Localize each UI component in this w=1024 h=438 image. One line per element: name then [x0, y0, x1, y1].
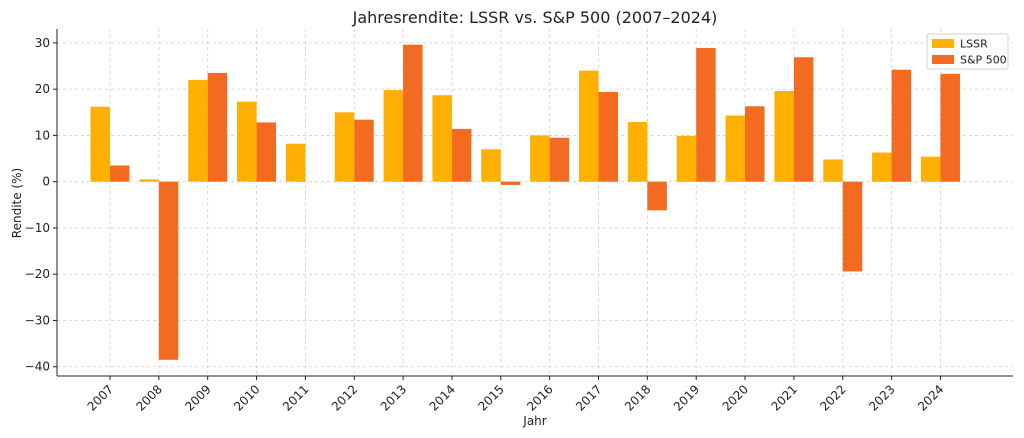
x-tick-label: 2024	[915, 382, 946, 413]
y-tick-label: 10	[35, 128, 50, 142]
legend: LSSR S&P 500	[926, 33, 1009, 70]
y-tick-label: −20	[25, 267, 50, 281]
bar-lssr-2014	[432, 95, 452, 182]
bar-sp500-2010	[256, 122, 277, 182]
x-axis-label: Jahr	[522, 414, 546, 428]
bar-sp500-2012	[354, 119, 374, 182]
bar-sp500-2020	[745, 106, 765, 182]
x-tick-label: 2017	[573, 382, 604, 413]
bar-lssr-2007	[90, 106, 110, 182]
y-tick-label: 0	[42, 175, 50, 189]
bar-lssr-2012	[334, 112, 355, 182]
y-tick-label: −40	[25, 360, 50, 374]
bar-lssr-2022	[823, 159, 843, 182]
bar-sp500-2009	[207, 72, 228, 182]
y-tick-label: −30	[25, 313, 50, 327]
x-tick-label: 2023	[866, 382, 897, 413]
bar-lssr-2020	[725, 115, 746, 182]
x-ticks: 2007 2008 2009 2010 2011 2012 2013 2014 2015 2016…	[85, 376, 947, 414]
bar-sp500-2007	[110, 165, 130, 182]
bar-lssr-2023	[872, 152, 892, 182]
x-tick-label: 2021	[769, 382, 800, 413]
bar-lssr-2008	[139, 179, 159, 182]
x-tick-label: 2010	[231, 382, 262, 413]
x-tick-label: 2008	[133, 382, 164, 413]
bar-sp500-2015	[500, 181, 521, 185]
x-tick-label: 2019	[671, 382, 702, 413]
bar-lssr-2011	[285, 143, 306, 182]
chart-title: Jahresrendite: LSSR vs. S&P 500 (2007–20…	[352, 8, 718, 27]
bar-lssr-2024	[920, 156, 941, 182]
bar-sp500-2018	[647, 181, 667, 211]
x-tick-label: 2014	[427, 382, 458, 413]
legend-label-sp500: S&P 500	[960, 54, 1007, 67]
bar-lssr-2018	[627, 121, 648, 182]
bar-sp500-2021	[793, 57, 814, 182]
bar-lssr-2009	[188, 79, 208, 182]
y-ticks: −40 −30 −20 −10 0 10 20 30	[25, 36, 57, 374]
bar-sp500-2013	[403, 44, 423, 182]
bar-sp500-2014	[451, 128, 472, 182]
x-tick-label: 2007	[85, 382, 116, 413]
y-tick-label: −10	[25, 221, 50, 235]
bar-sp500-2024	[940, 73, 960, 182]
x-tick-label: 2009	[182, 382, 213, 413]
bar-sp500-2017	[598, 91, 618, 182]
bar-lssr-2016	[530, 135, 550, 182]
legend-swatch-sp500	[932, 55, 954, 64]
bar-sp500-2022	[842, 181, 863, 272]
x-tick-label: 2016	[524, 382, 555, 413]
bar-lssr-2015	[481, 149, 501, 182]
x-tick-label: 2013	[378, 382, 409, 413]
bar-lssr-2010	[237, 101, 257, 182]
bar-lssr-2013	[383, 90, 404, 182]
legend-swatch-lssr	[932, 39, 954, 48]
bar-sp500-2008	[158, 181, 179, 360]
bars-layer	[90, 44, 960, 360]
bar-lssr-2021	[774, 90, 794, 182]
x-tick-label: 2020	[720, 382, 751, 413]
bar-sp500-2023	[891, 69, 912, 182]
grid-layer	[57, 29, 1013, 376]
legend-label-lssr: LSSR	[960, 38, 988, 51]
x-tick-label: 2018	[622, 382, 653, 413]
y-tick-label: 30	[35, 36, 50, 50]
bar-sp500-2016	[549, 137, 570, 182]
bar-sp500-2019	[696, 47, 716, 182]
x-tick-label: 2012	[329, 382, 360, 413]
x-tick-label: 2011	[280, 382, 311, 413]
y-axis-label: Rendite (%)	[10, 168, 24, 238]
bar-lssr-2017	[579, 70, 599, 182]
axes-layer	[56, 29, 1013, 377]
y-tick-label: 20	[35, 82, 50, 96]
x-tick-label: 2015	[475, 382, 506, 413]
x-tick-label: 2022	[817, 382, 848, 413]
bar-lssr-2019	[676, 135, 697, 182]
